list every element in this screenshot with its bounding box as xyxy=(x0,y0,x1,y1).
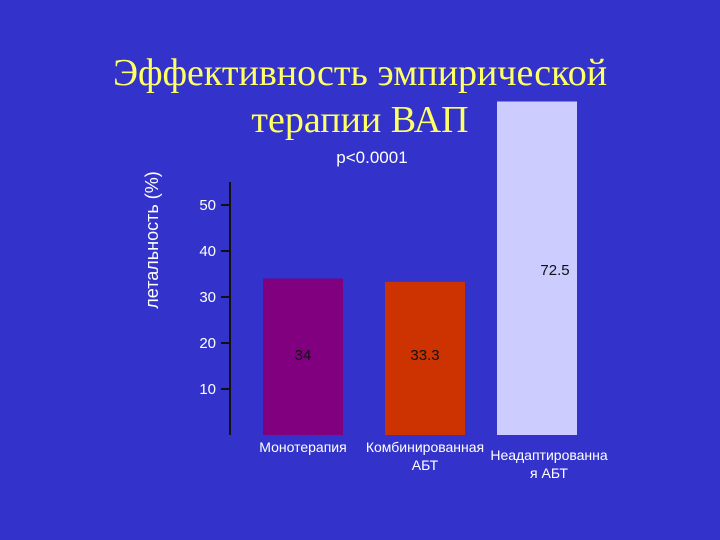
y-tick-label: 20 xyxy=(199,335,216,352)
bar xyxy=(263,278,343,435)
value-label: 72.5 xyxy=(540,262,569,279)
y-tick-label: 30 xyxy=(199,289,216,306)
y-tick-label: 50 xyxy=(199,197,216,214)
y-axis-label: летальность (%) xyxy=(142,171,162,308)
y-tick-label: 10 xyxy=(199,381,216,398)
bar xyxy=(385,281,465,435)
chart-title: Эффективность эмпирической терапии ВАП xyxy=(113,52,607,141)
x-tick-label: Комбинированная АБТ xyxy=(365,439,485,473)
x-tick-label: Монотерапия xyxy=(259,439,347,455)
value-label: 34 xyxy=(295,347,312,364)
x-tick-label: Неадаптированная АБТ xyxy=(490,447,608,481)
value-label: 33.3 xyxy=(410,347,439,364)
bar xyxy=(497,101,577,435)
y-tick-label: 40 xyxy=(199,243,216,260)
annotation: p<0.0001 xyxy=(336,148,407,167)
